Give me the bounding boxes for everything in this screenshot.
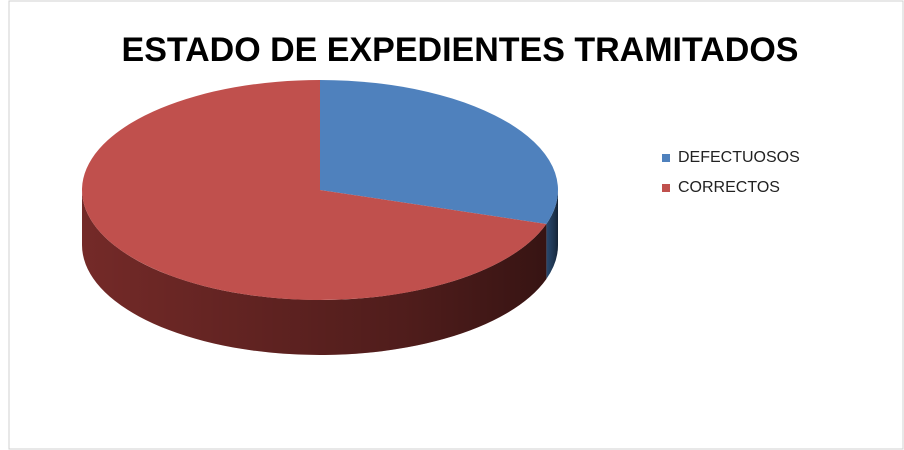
legend-swatch [662, 154, 670, 162]
slice-side-shade [546, 190, 558, 279]
legend-label: CORRECTOS [678, 179, 780, 196]
slice-side-shade [82, 190, 547, 355]
chart-title: ESTADO DE EXPEDIENTES TRAMITADOS [122, 31, 799, 69]
legend: DEFECTUOSOS CORRECTOS [662, 149, 800, 196]
slice [320, 80, 558, 224]
legend-swatch [662, 184, 670, 192]
slice [82, 80, 547, 300]
legend-label: DEFECTUOSOS [678, 149, 800, 166]
pie [82, 80, 558, 355]
